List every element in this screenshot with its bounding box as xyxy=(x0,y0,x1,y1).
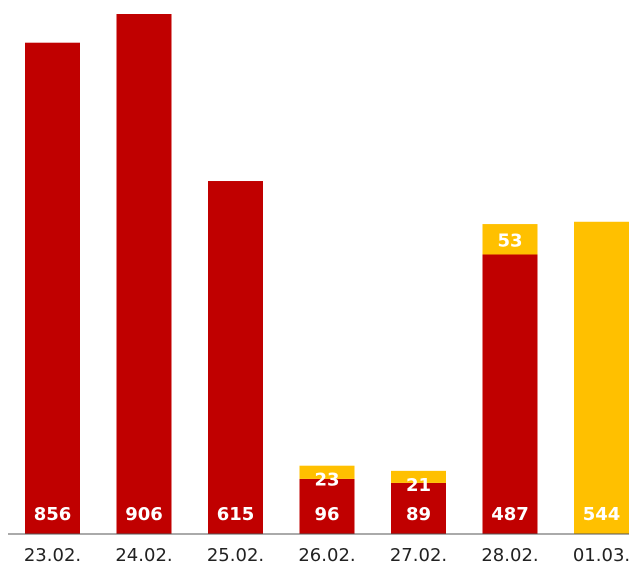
x-tick-label: 28.02. xyxy=(481,545,538,566)
x-tick-labels: 23.02. 24.02. 25.02. 26.02. 27.02. 28.02. 01.0… xyxy=(24,545,630,566)
bar-value-label: 53 xyxy=(497,230,522,251)
x-tick-label: 27.02. xyxy=(390,545,447,566)
bar-0103-series-2 xyxy=(574,221,629,534)
bar-2402-series-1 xyxy=(116,14,172,534)
x-tick-label: 23.02. xyxy=(24,545,81,566)
x-tick-label: 01.03. xyxy=(573,545,630,566)
bar-value-label: 906 xyxy=(125,504,163,525)
bar-value-label: 856 xyxy=(34,504,72,525)
bar-2802-series-2 xyxy=(482,224,538,255)
x-tick-label: 25.02. xyxy=(207,545,264,566)
bar-value-label: 96 xyxy=(314,504,339,525)
bar-2302-series-1 xyxy=(25,42,80,534)
bar-value-label: 23 xyxy=(314,470,339,491)
bar-value-label: 487 xyxy=(491,504,529,525)
bars-layer: 856 906 615 96 23 89 21 487 53 544 xyxy=(25,14,629,534)
bar-2702-series-2 xyxy=(391,470,446,483)
bar-value-label: 615 xyxy=(217,504,255,525)
x-tick-label: 26.02. xyxy=(298,545,355,566)
bar-2602-series-1 xyxy=(299,478,355,534)
bar-2802-series-1 xyxy=(482,254,538,534)
bar-value-label: 21 xyxy=(406,475,431,496)
bar-2502-series-1 xyxy=(208,181,263,534)
bar-value-label: 89 xyxy=(406,504,431,525)
x-tick-label: 24.02. xyxy=(115,545,172,566)
bar-value-label: 544 xyxy=(583,504,621,525)
bar-2602-series-2 xyxy=(299,465,355,479)
bar-2702-series-1 xyxy=(391,482,446,534)
